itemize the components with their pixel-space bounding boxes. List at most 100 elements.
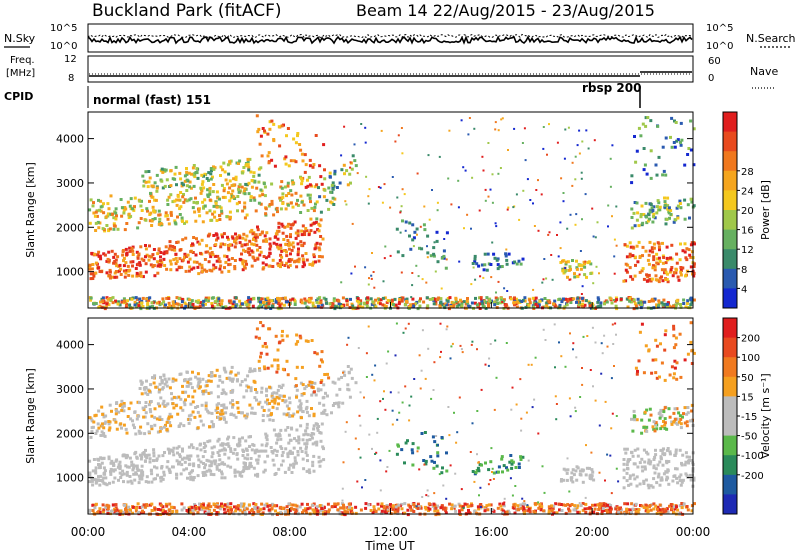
echo-cell — [363, 302, 367, 306]
echo-cell — [234, 415, 238, 419]
echo-cell — [224, 260, 228, 264]
echo-cell — [261, 511, 265, 515]
echo-cell — [172, 453, 176, 457]
echo-cell — [135, 304, 139, 308]
echo-cell — [318, 401, 322, 405]
echo-cell — [246, 157, 250, 161]
echo-cell — [146, 185, 150, 189]
echo-cell — [263, 342, 267, 345]
echo-cell — [107, 303, 111, 307]
echo-cell — [427, 154, 430, 157]
echo-cell — [260, 405, 264, 409]
echo-cell — [460, 304, 464, 308]
echo-cell — [640, 322, 644, 326]
echo-cell — [500, 455, 504, 459]
echo-cell — [394, 354, 397, 357]
echo-cell — [599, 505, 603, 509]
echo-cell — [191, 400, 195, 404]
nsky-tick-top: 10^5 — [50, 23, 77, 34]
echo-cell — [243, 266, 247, 270]
echo-cell — [516, 504, 520, 508]
echo-cell — [562, 478, 566, 482]
power-colorbar-segment — [723, 288, 737, 309]
echo-cell — [470, 283, 473, 286]
echo-cell — [567, 507, 571, 511]
echo-cell — [489, 460, 493, 464]
echo-cell — [144, 255, 147, 259]
echo-cell — [187, 269, 191, 273]
echo-cell — [144, 270, 148, 274]
echo-cell — [390, 298, 394, 302]
echo-cell — [313, 247, 317, 251]
echo-cell — [262, 255, 266, 258]
echo-cell — [182, 506, 186, 510]
echo-cell — [120, 473, 124, 477]
echo-cell — [345, 299, 349, 303]
echo-cell — [481, 304, 485, 308]
echo-cell — [650, 503, 654, 507]
echo-cell — [690, 200, 694, 204]
echo-cell — [647, 253, 651, 257]
echo-cell — [181, 408, 185, 412]
echo-cell — [182, 400, 186, 404]
echo-cell — [114, 509, 118, 513]
echo-cell — [115, 264, 119, 268]
echo-cell — [201, 377, 205, 381]
echo-cell — [625, 507, 629, 511]
echo-cell — [673, 507, 677, 511]
echo-cell — [311, 460, 315, 464]
echo-cell — [543, 491, 546, 494]
echo-cell — [89, 198, 93, 202]
echo-cell — [252, 196, 256, 200]
echo-cell — [619, 297, 623, 301]
echo-cell — [220, 403, 224, 407]
echo-cell — [135, 271, 139, 275]
echo-cell — [327, 186, 331, 190]
echo-cell — [238, 437, 241, 441]
echo-cell — [89, 298, 93, 302]
echo-cell — [247, 296, 251, 300]
echo-cell — [528, 298, 532, 302]
echo-cell — [615, 205, 618, 208]
echo-cell — [305, 438, 309, 442]
echo-cell — [165, 178, 169, 182]
echo-cell — [219, 174, 222, 177]
echo-cell — [122, 423, 126, 427]
echo-cell — [668, 373, 672, 377]
echo-cell — [312, 469, 316, 473]
echo-cell — [210, 420, 214, 424]
echo-cell — [242, 232, 246, 236]
echo-cell — [266, 398, 270, 402]
echo-cell — [678, 414, 682, 418]
echo-cell — [114, 299, 117, 303]
echo-cell — [626, 467, 630, 471]
echo-cell — [484, 461, 487, 465]
echo-cell — [421, 496, 424, 498]
echo-cell — [679, 426, 683, 430]
echo-cell — [204, 473, 208, 477]
echo-cell — [685, 424, 689, 428]
echo-cell — [434, 513, 438, 517]
echo-cell — [187, 457, 191, 461]
echo-cell — [679, 422, 683, 426]
echo-cell — [111, 275, 115, 279]
echo-cell — [521, 257, 525, 261]
echo-cell — [254, 388, 257, 391]
echo-cell — [240, 243, 244, 247]
echo-cell — [581, 502, 585, 505]
echo-cell — [423, 205, 426, 208]
echo-cell — [692, 476, 696, 480]
echo-cell — [632, 307, 636, 311]
echo-cell — [683, 198, 687, 202]
echo-cell — [131, 207, 134, 211]
echo-cell — [186, 380, 190, 384]
echo-cell — [523, 296, 527, 300]
echo-cell — [291, 241, 295, 245]
echo-cell — [275, 242, 279, 246]
echo-cell — [660, 268, 664, 272]
echo-cell — [153, 416, 157, 420]
echo-cell — [513, 260, 517, 264]
echo-cell — [168, 244, 172, 248]
echo-cell — [370, 302, 374, 306]
power-colorbar-segment — [723, 170, 737, 191]
